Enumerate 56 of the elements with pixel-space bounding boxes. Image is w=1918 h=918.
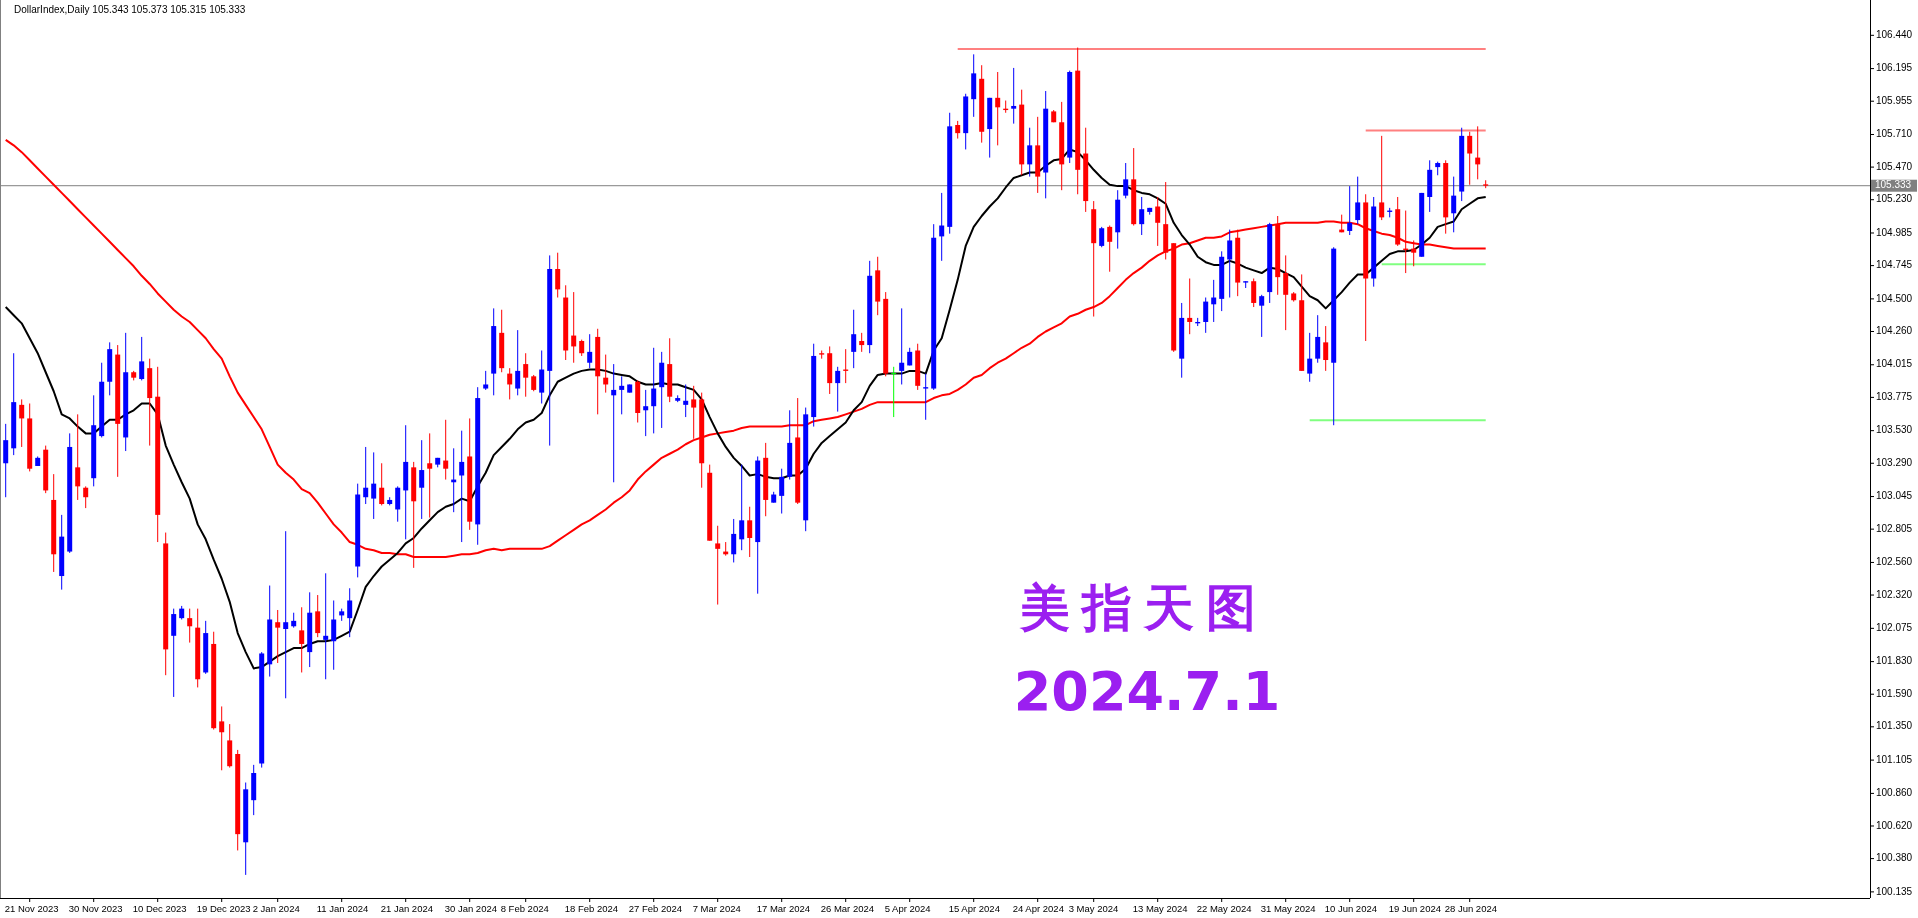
x-tick-label: 31 May 2024 bbox=[1260, 903, 1316, 914]
x-tick-label: 13 May 2024 bbox=[1132, 903, 1188, 914]
y-tick-label: 102.805 bbox=[1876, 522, 1913, 534]
y-tick-label: 100.620 bbox=[1876, 819, 1913, 831]
y-tick-label: 104.015 bbox=[1876, 358, 1913, 370]
y-tick-label: 103.045 bbox=[1876, 490, 1913, 502]
x-tick-label: 3 May 2024 bbox=[1068, 903, 1119, 914]
annotation: DollarIndex,Daily 105.343 105.373 105.315 105.333 bbox=[14, 4, 246, 15]
x-tick-label: 10 Dec 2023 bbox=[132, 903, 187, 914]
x-tick-label: 22 May 2024 bbox=[1196, 903, 1252, 914]
x-tick-label: 11 Jan 2024 bbox=[316, 903, 369, 914]
y-tick-label: 100.135 bbox=[1876, 885, 1913, 897]
y-tick-label: 103.290 bbox=[1876, 456, 1913, 468]
x-tick-label: 27 Feb 2024 bbox=[628, 903, 683, 914]
x-tick-label: 17 Mar 2024 bbox=[756, 903, 811, 914]
y-tick-label: 103.775 bbox=[1876, 391, 1913, 403]
x-tick-label: 28 Jun 2024 bbox=[1444, 903, 1497, 914]
x-tick-label: 7 Mar 2024 bbox=[692, 903, 741, 914]
y-tick-label: 104.260 bbox=[1876, 325, 1913, 337]
x-tick-label: 2 Jan 2024 bbox=[252, 903, 300, 914]
x-tick-label: 8 Feb 2024 bbox=[500, 903, 549, 914]
x-tick-label: 21 Nov 2023 bbox=[4, 903, 59, 914]
y-tick-label: 101.105 bbox=[1876, 753, 1913, 765]
y-tick-label: 101.350 bbox=[1876, 720, 1913, 732]
x-tick-label: 18 Feb 2024 bbox=[564, 903, 619, 914]
y-tick-label: 100.860 bbox=[1876, 787, 1913, 799]
x-tick-label: 5 Apr 2024 bbox=[884, 903, 931, 914]
text: 美指天图 bbox=[1019, 578, 1268, 637]
y-tick-label: 104.985 bbox=[1876, 226, 1913, 238]
y-tick-label: 103.530 bbox=[1876, 424, 1913, 436]
y-tick-label: 101.590 bbox=[1876, 687, 1913, 699]
y-tick-label: 105.470 bbox=[1876, 160, 1913, 172]
y-tick-label: 102.075 bbox=[1876, 621, 1913, 633]
x-tick-label: 19 Jun 2024 bbox=[1388, 903, 1441, 914]
y-tick-label: 102.560 bbox=[1876, 556, 1913, 568]
x-tick-label: 15 Apr 2024 bbox=[948, 903, 1000, 914]
y-tick-label: 105.955 bbox=[1876, 94, 1913, 106]
x-tick-label: 30 Jan 2024 bbox=[444, 903, 497, 914]
y-tick-label: 101.830 bbox=[1876, 655, 1913, 667]
x-tick-label: 10 Jun 2024 bbox=[1324, 903, 1377, 914]
y-tick-label: 105.710 bbox=[1876, 128, 1913, 140]
y-tick-label: 104.745 bbox=[1876, 259, 1913, 271]
y-tick-label: 102.320 bbox=[1876, 588, 1913, 600]
y-tick-label: 105.230 bbox=[1876, 193, 1913, 205]
x-tick-label: 21 Jan 2024 bbox=[380, 903, 433, 914]
ref-line: 105.333 bbox=[0, 179, 1917, 192]
y-tick-label: 104.500 bbox=[1876, 292, 1913, 304]
ref-line-label: 105.333 bbox=[1875, 179, 1912, 191]
x-tick-label: 24 Apr 2024 bbox=[1012, 903, 1064, 914]
x-tick-label: 19 Dec 2023 bbox=[196, 903, 251, 914]
y-tick-label: 106.195 bbox=[1876, 62, 1913, 74]
x-tick-label: 30 Nov 2023 bbox=[68, 903, 123, 914]
y-tick-label: 100.380 bbox=[1876, 852, 1913, 864]
x-tick-label: 26 Mar 2024 bbox=[820, 903, 875, 914]
y-tick-label: 106.440 bbox=[1876, 28, 1913, 40]
text: 2024.7.1 bbox=[1013, 660, 1281, 723]
